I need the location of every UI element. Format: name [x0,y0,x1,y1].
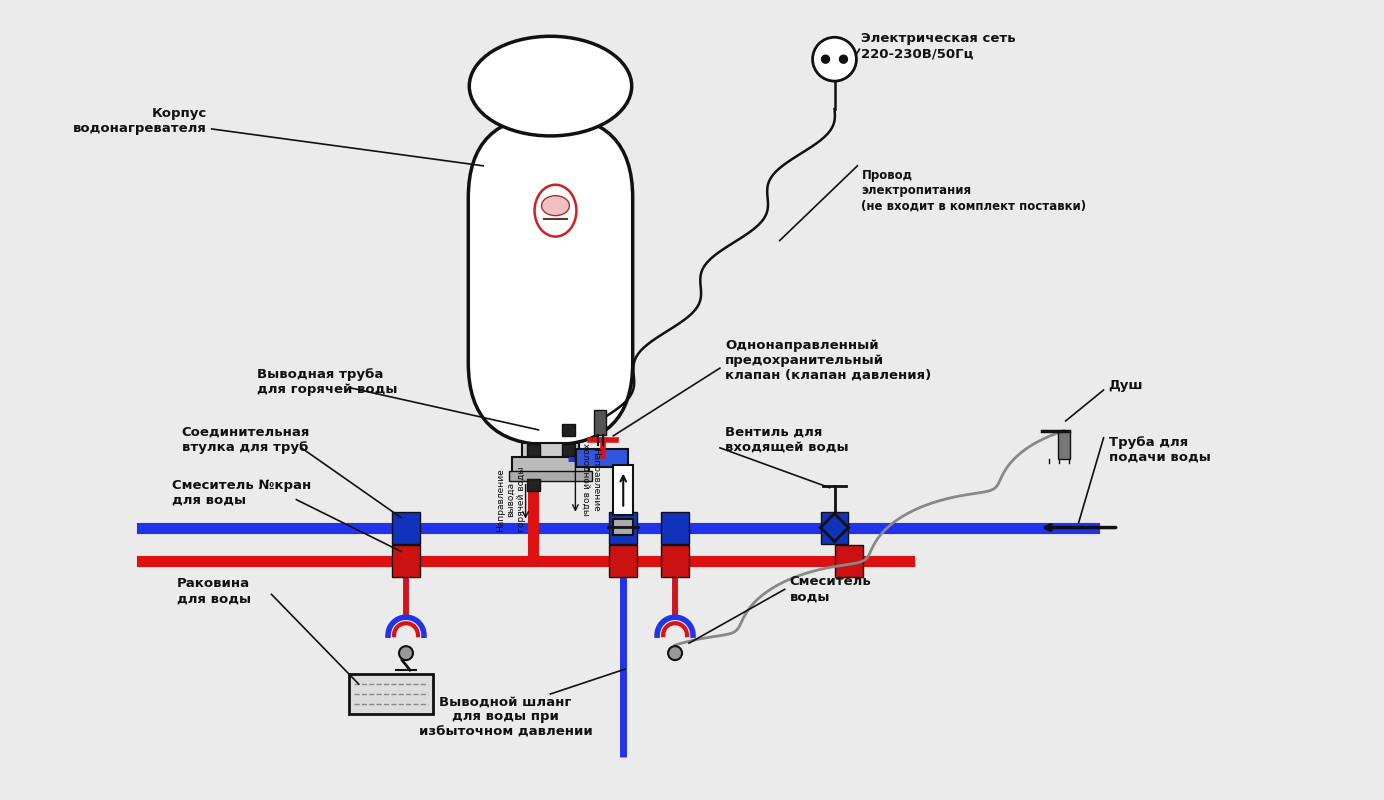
Bar [509,470,592,481]
Circle shape [840,55,847,63]
Text: Выводной шланг
для воды при
избыточном давлении: Выводной шланг для воды при избыточном д… [419,695,592,738]
Bar [1057,431,1070,458]
Bar [522,443,580,458]
Text: Раковина
для воды: Раковина для воды [177,578,251,606]
Bar [512,457,590,473]
Text: Провод
электропитания
(не входит в комплект поставки): Провод электропитания (не входит в компл… [861,170,1086,212]
Text: Выводная труба
для горячей воды: Выводная труба для горячей воды [256,368,397,396]
Text: Корпус
водонагревателя: Корпус водонагревателя [73,107,206,135]
FancyBboxPatch shape [468,116,632,445]
Bar [392,546,419,578]
Circle shape [812,38,857,81]
Text: Направление
холодной воды: Направление холодной воды [581,443,601,516]
Bar [609,512,637,543]
Bar [526,444,540,456]
Bar [613,518,634,534]
Circle shape [668,646,682,660]
Text: Смеситель
воды: Смеситель воды [790,575,872,603]
Ellipse shape [534,185,576,237]
Text: Направление
вывода
горячей воды: Направление вывода горячей воды [495,467,526,533]
Circle shape [822,55,829,63]
Ellipse shape [541,196,569,216]
Bar [562,444,576,456]
Bar [821,512,848,543]
Text: Душ: Душ [1109,378,1143,391]
Ellipse shape [469,36,631,136]
Bar [392,512,419,543]
Text: Смеситель №кран
для воды: Смеситель №кран для воды [172,478,311,506]
Text: Труба для
подачи воды: Труба для подачи воды [1109,436,1211,464]
Circle shape [399,646,412,660]
Bar [836,546,864,578]
Bar [594,410,606,435]
Bar [576,449,628,466]
Text: Соединительная
втулка для труб: Соединительная втулка для труб [181,426,310,454]
Text: Электрическая сеть
220-230В/50Гц: Электрическая сеть 220-230В/50Гц [861,32,1016,60]
Bar [526,478,540,490]
Bar [662,546,689,578]
Bar [562,424,576,436]
Text: Однонаправленный
предохранительный
клапан (клапан давления): Однонаправленный предохранительный клапа… [725,338,931,382]
Bar [609,546,637,578]
FancyBboxPatch shape [349,674,433,714]
Text: Вентиль для
входящей воды: Вентиль для входящей воды [725,426,848,454]
Bar [662,512,689,543]
Bar [613,465,634,514]
